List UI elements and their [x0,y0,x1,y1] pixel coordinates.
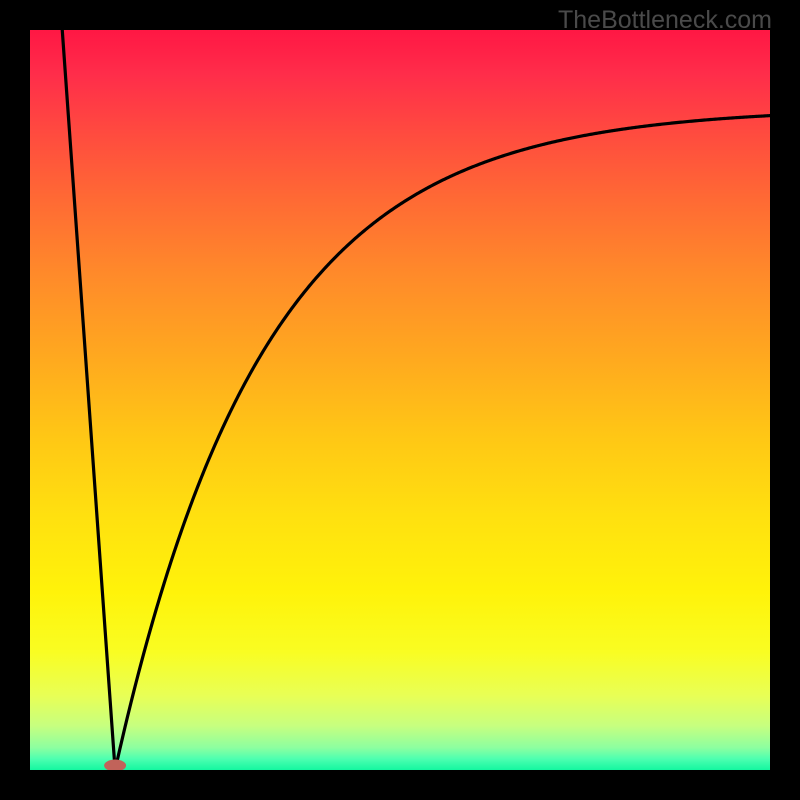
bottleneck-chart [0,0,800,800]
watermark-label: TheBottleneck.com [558,6,772,35]
chart-stage: TheBottleneck.com [0,0,800,800]
minimum-marker [104,760,126,772]
